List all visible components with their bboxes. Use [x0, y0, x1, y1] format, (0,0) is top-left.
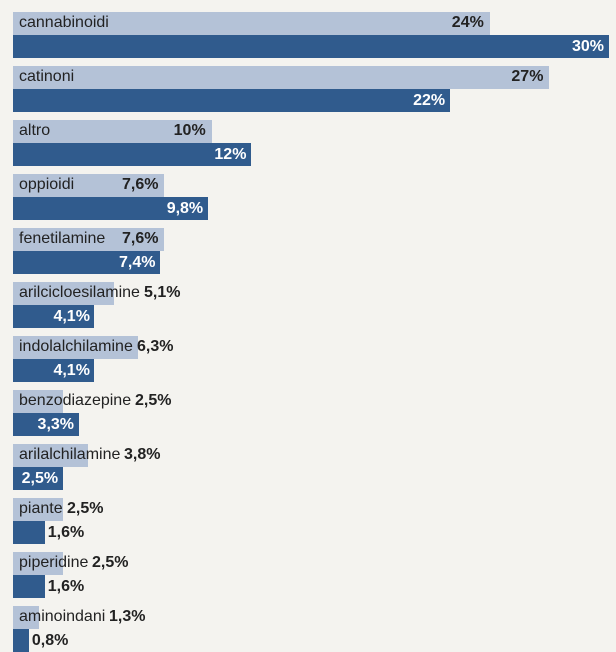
value-label-dark: 0,8%: [31, 632, 69, 649]
category-label: arilcicloesilamine: [19, 284, 140, 301]
value-label-dark: 4,1%: [53, 362, 90, 379]
category-label: benzodiazepine: [19, 392, 132, 409]
value-label-dark: 22%: [413, 92, 446, 109]
bar-light: [13, 336, 139, 359]
bar-dark: [13, 197, 208, 220]
bar-light: [13, 66, 550, 89]
bar-light: [13, 120, 212, 143]
category-label: aminoindani: [19, 608, 106, 625]
value-label-light: 10%: [173, 122, 206, 139]
bar-dark: [13, 143, 252, 166]
value-label-light: 2,5%: [135, 392, 172, 409]
value-label-light: 7,6%: [121, 176, 159, 193]
value-label-dark: 2,5%: [21, 470, 59, 487]
value-label-light: 2,5%: [67, 500, 104, 517]
bar-dark: [13, 467, 63, 490]
category-label: catinoni: [19, 68, 75, 85]
value-label-light: 27%: [511, 68, 544, 85]
value-label-dark: 1,6%: [47, 524, 85, 541]
bar-light: [13, 552, 63, 575]
value-label-light: 2,5%: [92, 554, 129, 571]
bar-dark: [13, 359, 95, 382]
value-label-light: 6,3%: [137, 338, 174, 355]
bar-light: [13, 606, 39, 629]
value-label-light: 5,1%: [144, 284, 181, 301]
value-label-dark: 9,8%: [166, 200, 204, 217]
bar-dark: [13, 251, 160, 274]
category-label: indolalchilamine: [19, 338, 133, 355]
value-label-light: 3,8%: [124, 446, 161, 463]
category-label: arilalchilamine: [19, 446, 121, 463]
bar-light: [13, 498, 63, 521]
bar-dark: [13, 35, 609, 58]
bar-light: [13, 390, 63, 413]
value-label-light: 7,6%: [121, 230, 159, 247]
category-label: fenetilamine: [19, 230, 106, 247]
value-label-dark: 12%: [214, 146, 247, 163]
category-label: oppioidi: [19, 176, 75, 193]
category-label: cannabinoidi: [19, 14, 109, 31]
bar-light: [13, 228, 164, 251]
bar-light: [13, 444, 89, 467]
bar-dark: [13, 305, 95, 328]
value-label-dark: 1,6%: [47, 578, 85, 595]
value-label-light: 24%: [451, 14, 484, 31]
value-label-light: 1,3%: [109, 608, 146, 625]
value-label-dark: 7,4%: [119, 254, 156, 271]
value-label-dark: 3,3%: [37, 416, 75, 433]
bar-light: [13, 282, 115, 305]
bar-dark: [13, 629, 29, 652]
value-label-dark: 30%: [572, 38, 605, 55]
bar-dark: [13, 521, 45, 544]
bar-light: [13, 12, 490, 35]
category-label: piperidine: [19, 554, 89, 571]
bar-dark: [13, 413, 79, 436]
bar-dark: [13, 89, 451, 112]
bar-light: [13, 174, 164, 197]
bar-dark: [13, 575, 45, 598]
value-label-dark: 4,1%: [53, 308, 90, 325]
category-label: piante: [19, 500, 63, 517]
category-label: altro: [19, 122, 51, 139]
